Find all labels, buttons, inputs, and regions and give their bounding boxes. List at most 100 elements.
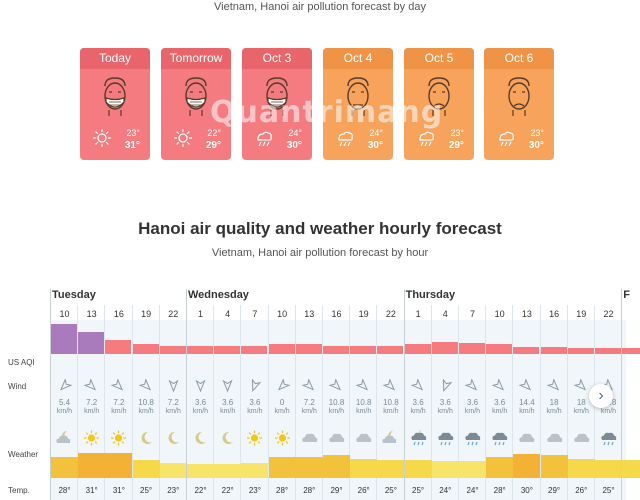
- sun-icon: [92, 128, 112, 148]
- wind-unit: km/h: [492, 408, 508, 415]
- wind-speed: 3.6: [466, 398, 479, 407]
- cloud-moon-icon: [51, 429, 78, 447]
- temperature-value: 22°: [221, 486, 234, 495]
- aqi-bar[interactable]: [78, 332, 105, 354]
- wind-direction-icon: [241, 378, 268, 393]
- column-separator: [294, 305, 296, 500]
- temperature-bar: [105, 453, 133, 478]
- aqi-bar[interactable]: [486, 344, 513, 354]
- temperature-value: 29°: [548, 486, 561, 495]
- aqi-bar[interactable]: [513, 346, 540, 354]
- wind-unit: km/h: [220, 408, 236, 415]
- aqi-bar[interactable]: [295, 344, 322, 354]
- hourly-forecast-title: Hanoi air quality and weather hourly for…: [138, 219, 502, 238]
- day-card-label: Oct 6: [484, 48, 554, 69]
- wind-unit: km/h: [383, 408, 399, 415]
- wind-direction-icon: [160, 379, 187, 393]
- hour-label: 19: [576, 309, 587, 319]
- wind-speed: 3.6: [412, 398, 424, 407]
- wind-unit: km/h: [546, 408, 562, 415]
- temperature-value: 31°: [85, 486, 98, 495]
- next-hours-button[interactable]: ›: [589, 384, 613, 408]
- aqi-bar[interactable]: [595, 348, 621, 354]
- sad-face-icon: [423, 76, 455, 116]
- day-card[interactable]: Oct 6 23° 30°: [484, 48, 554, 160]
- aqi-bar[interactable]: [268, 344, 295, 354]
- day-card[interactable]: Oct 3 24° 30°: [242, 48, 312, 160]
- aqi-bar[interactable]: [323, 345, 349, 354]
- temperature-value: 23°: [167, 486, 180, 495]
- hour-label: 16: [331, 309, 342, 319]
- temperature-bar: [268, 456, 296, 478]
- min-temp: 23°: [126, 128, 140, 138]
- aqi-bar[interactable]: [459, 343, 485, 354]
- aqi-bar[interactable]: [159, 345, 186, 354]
- wind-speed: 5.4: [58, 398, 71, 407]
- day-card[interactable]: Oct 4 24° 30°: [323, 48, 393, 160]
- wind-direction-icon: [78, 378, 105, 393]
- wind-unit: km/h: [56, 408, 73, 415]
- wind-direction-icon: [214, 379, 241, 393]
- column-separator: [539, 305, 541, 500]
- min-temp: 23°: [530, 128, 544, 138]
- temperature-value: 25°: [602, 486, 615, 495]
- day-divider: [186, 289, 187, 500]
- min-temp: 23°: [450, 128, 464, 138]
- temperature-bar: [404, 460, 432, 478]
- aqi-bar[interactable]: [214, 345, 241, 354]
- wind-speed: 10.8: [383, 398, 399, 407]
- wind-unit: km/h: [111, 408, 127, 415]
- aqi-bar[interactable]: [540, 346, 567, 354]
- neutral-face-icon: [342, 76, 374, 116]
- wind-unit: km/h: [600, 408, 617, 415]
- hour-label: 10: [59, 309, 70, 319]
- column-separator: [430, 305, 432, 500]
- aqi-bar[interactable]: [51, 324, 77, 354]
- wind-unit: km/h: [274, 408, 290, 415]
- moon-icon: [160, 429, 187, 447]
- wind-speed: 3.6: [494, 398, 506, 407]
- aqi-bar[interactable]: [105, 339, 132, 354]
- sun-icon: [78, 429, 105, 447]
- min-temp: 24°: [288, 128, 302, 138]
- day-label: Thursday: [405, 289, 456, 301]
- day-label: F: [623, 289, 630, 301]
- day-card[interactable]: Tomorrow 22° 29°: [161, 48, 231, 160]
- aqi-bar[interactable]: [132, 344, 159, 354]
- moon-icon: [214, 429, 241, 447]
- day-card-label: Today: [80, 48, 150, 69]
- hour-label: 7: [252, 309, 258, 319]
- aqi-bar[interactable]: [187, 345, 213, 354]
- temperature-bar: [513, 454, 541, 478]
- column-separator: [512, 305, 514, 500]
- aqi-bar[interactable]: [377, 345, 404, 354]
- wind-unit: km/h: [437, 408, 453, 415]
- wind-direction-icon: [486, 378, 513, 393]
- day-card[interactable]: Today 23° 31°: [80, 48, 150, 160]
- min-temp: 22°: [207, 128, 221, 138]
- column-separator: [376, 305, 378, 500]
- max-temp: 29°: [448, 140, 464, 151]
- wind-speed: 3.6: [194, 398, 207, 407]
- day-label: Tuesday: [52, 289, 96, 301]
- wind-direction-icon: [133, 378, 160, 393]
- aqi-bar[interactable]: [350, 345, 377, 354]
- sun-icon: [241, 429, 268, 447]
- aqi-bar[interactable]: [404, 344, 431, 354]
- face-mask-icon: [99, 76, 131, 116]
- temperature-value: 26°: [575, 486, 588, 495]
- aqi-bar[interactable]: [241, 345, 268, 354]
- column-separator: [240, 305, 242, 500]
- temperature-bar: [377, 460, 405, 478]
- temperature-bar: [159, 462, 187, 478]
- wind-unit: km/h: [356, 408, 372, 415]
- temperature-value: 25°: [412, 486, 425, 495]
- aqi-bar[interactable]: [567, 348, 594, 354]
- cloud-icon: [296, 429, 323, 447]
- wind-direction-icon: [568, 378, 595, 393]
- temperature-value: 30°: [520, 486, 533, 495]
- day-card[interactable]: Oct 5 23° 29°: [404, 48, 474, 160]
- aqi-bar[interactable]: [622, 348, 640, 354]
- aqi-bar[interactable]: [431, 342, 458, 354]
- hour-label: 1: [197, 309, 203, 319]
